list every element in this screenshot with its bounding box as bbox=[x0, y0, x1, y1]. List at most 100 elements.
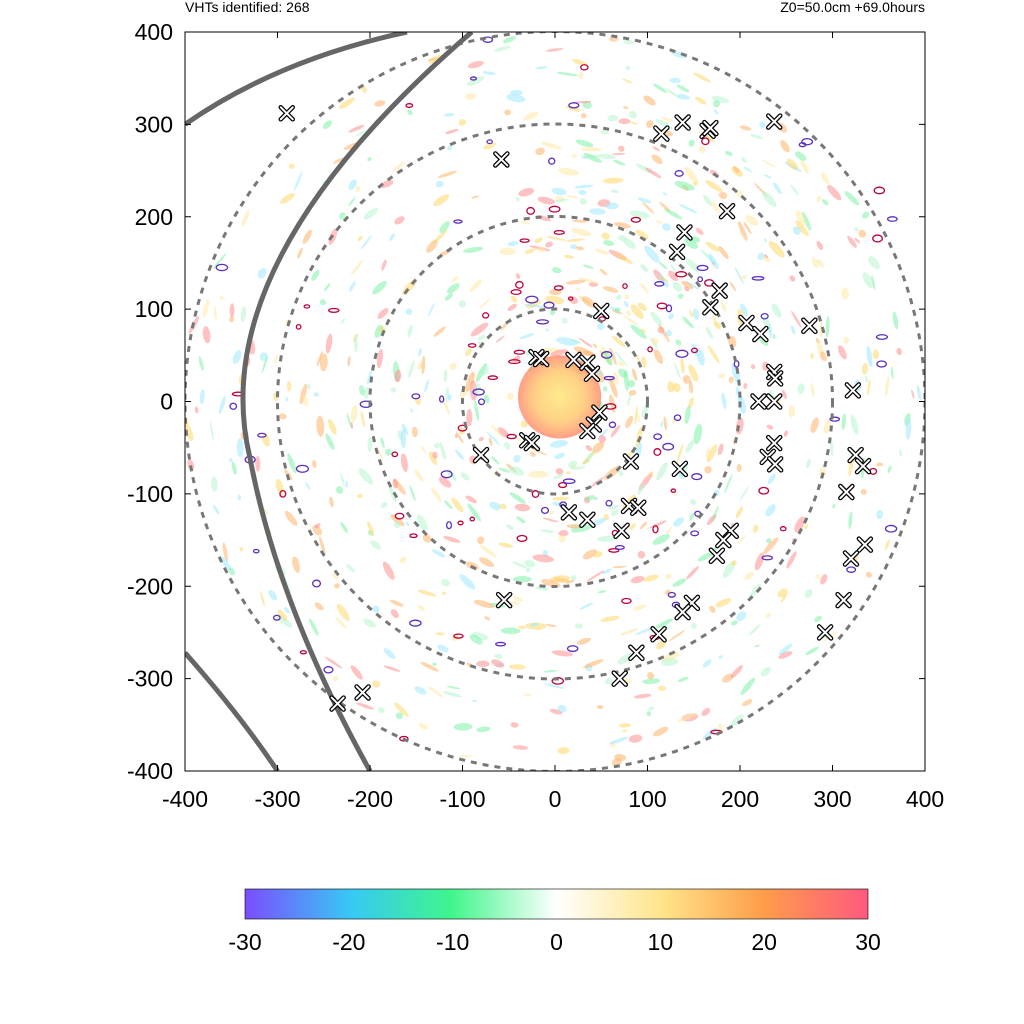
contour bbox=[445, 521, 453, 530]
speckle bbox=[566, 471, 571, 475]
speckle bbox=[514, 503, 531, 512]
speckle bbox=[603, 240, 615, 246]
speckle bbox=[255, 455, 261, 472]
speckle bbox=[484, 394, 490, 404]
speckle bbox=[789, 275, 796, 282]
contour bbox=[467, 343, 477, 348]
contour bbox=[621, 597, 632, 605]
speckle bbox=[417, 605, 425, 611]
contour bbox=[568, 102, 580, 109]
speckle bbox=[586, 570, 605, 582]
speckle bbox=[772, 334, 776, 339]
contour bbox=[453, 633, 464, 639]
speckle bbox=[239, 547, 244, 552]
speckle bbox=[633, 693, 652, 699]
speckle bbox=[688, 380, 694, 394]
speckle bbox=[693, 72, 712, 83]
speckle bbox=[394, 369, 402, 383]
speckle bbox=[523, 304, 545, 308]
speckle bbox=[380, 437, 385, 449]
speckle bbox=[617, 653, 635, 665]
speckle bbox=[556, 337, 578, 346]
speckle bbox=[479, 544, 497, 558]
speckle bbox=[650, 311, 663, 327]
contour bbox=[543, 301, 555, 309]
vht-marker bbox=[622, 453, 640, 470]
contour bbox=[567, 296, 574, 301]
speckle bbox=[814, 615, 822, 623]
speckle bbox=[612, 335, 626, 348]
speckle bbox=[672, 281, 683, 293]
contour bbox=[553, 285, 564, 291]
y-tick-label: 100 bbox=[135, 296, 173, 322]
contour bbox=[884, 524, 898, 533]
speckle bbox=[390, 387, 397, 393]
speckle bbox=[634, 406, 638, 426]
speckle bbox=[872, 349, 880, 360]
contour bbox=[453, 219, 463, 224]
speckle bbox=[241, 210, 250, 227]
speckle bbox=[709, 605, 716, 613]
speckle bbox=[739, 486, 749, 502]
speckle bbox=[336, 603, 350, 622]
speckle bbox=[458, 300, 467, 308]
speckle bbox=[614, 252, 633, 264]
speckle bbox=[536, 246, 546, 253]
speckle bbox=[820, 321, 823, 338]
speckle bbox=[715, 598, 732, 608]
speckle bbox=[439, 221, 450, 234]
speckle bbox=[609, 377, 618, 398]
speckle bbox=[617, 145, 625, 152]
speckle bbox=[483, 142, 497, 150]
speckle bbox=[759, 121, 766, 129]
speckle bbox=[887, 465, 892, 474]
speckle bbox=[717, 443, 724, 456]
speckle bbox=[790, 184, 800, 196]
speckle bbox=[641, 356, 647, 368]
speckle bbox=[664, 589, 671, 595]
speckle bbox=[579, 602, 594, 610]
speckle bbox=[668, 270, 679, 282]
speckle bbox=[340, 472, 345, 488]
speckle bbox=[446, 471, 451, 476]
speckle bbox=[529, 451, 536, 457]
wind-speckles bbox=[185, 35, 922, 767]
speckle bbox=[316, 351, 323, 367]
speckle bbox=[648, 471, 654, 478]
contour bbox=[603, 375, 615, 381]
speckle bbox=[655, 618, 673, 629]
speckle bbox=[506, 392, 514, 401]
x-tick-label: -200 bbox=[347, 786, 393, 812]
speckle bbox=[280, 193, 295, 204]
speckle bbox=[676, 84, 690, 93]
speckle bbox=[637, 413, 640, 424]
speckle bbox=[299, 383, 308, 405]
speckle bbox=[611, 758, 622, 767]
speckle bbox=[651, 337, 659, 346]
speckle bbox=[575, 287, 582, 291]
colorbar-tick-label: -10 bbox=[436, 929, 469, 955]
speckle bbox=[554, 452, 566, 459]
speckle bbox=[499, 503, 507, 510]
speckle bbox=[626, 310, 632, 317]
speckle bbox=[617, 360, 624, 367]
speckle bbox=[876, 462, 884, 467]
speckle bbox=[504, 441, 511, 450]
speckle bbox=[585, 495, 595, 501]
vht-marker bbox=[708, 547, 726, 565]
speckle bbox=[864, 375, 869, 383]
speckle bbox=[506, 524, 514, 531]
speckle bbox=[513, 454, 521, 463]
speckle bbox=[568, 460, 578, 469]
speckle bbox=[658, 261, 668, 270]
speckle bbox=[467, 503, 481, 522]
speckle bbox=[582, 264, 594, 269]
contour bbox=[513, 349, 526, 355]
speckle bbox=[360, 234, 372, 250]
contour bbox=[873, 186, 886, 195]
speckle bbox=[575, 139, 594, 148]
speckle bbox=[449, 362, 457, 371]
speckle bbox=[407, 109, 413, 116]
speckle bbox=[640, 264, 649, 272]
speckle bbox=[736, 189, 743, 198]
